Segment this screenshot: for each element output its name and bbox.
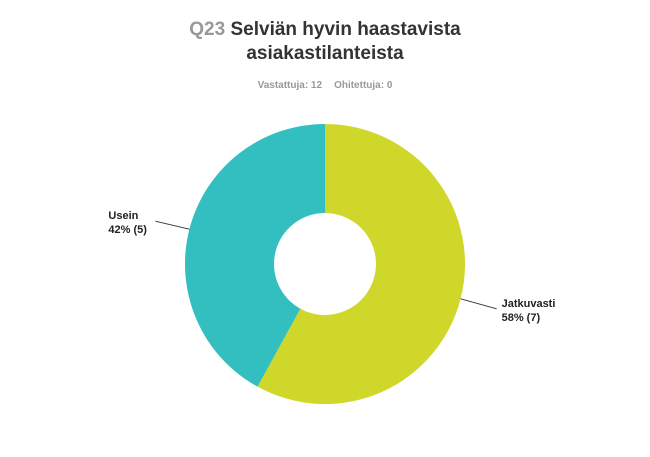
skipped-count: Ohitettuja: 0: [334, 80, 393, 91]
question-number: Q23: [189, 19, 226, 40]
answered-count: Vastattuja: 12: [257, 80, 323, 91]
chart-title: Q23 Selviän hyvin haastavista asiakastil…: [160, 18, 490, 66]
donut-slice: [185, 124, 325, 387]
leader-line: [155, 220, 190, 230]
slice-label: Jatkuvasti: [502, 298, 556, 310]
header: Q23 Selviän hyvin haastavista asiakastil…: [0, 18, 650, 91]
subtitle: Vastattuja: 12 Ohitettuja: 0: [0, 80, 650, 91]
slice-label: Usein: [108, 210, 138, 222]
slice-value-label: 42% (5): [108, 224, 147, 236]
leader-line: [460, 298, 497, 310]
title-text: Selviän hyvin haastavista asiakastilante…: [230, 19, 461, 64]
slice-value-label: 58% (7): [502, 312, 541, 324]
donut-slice: [257, 124, 465, 404]
